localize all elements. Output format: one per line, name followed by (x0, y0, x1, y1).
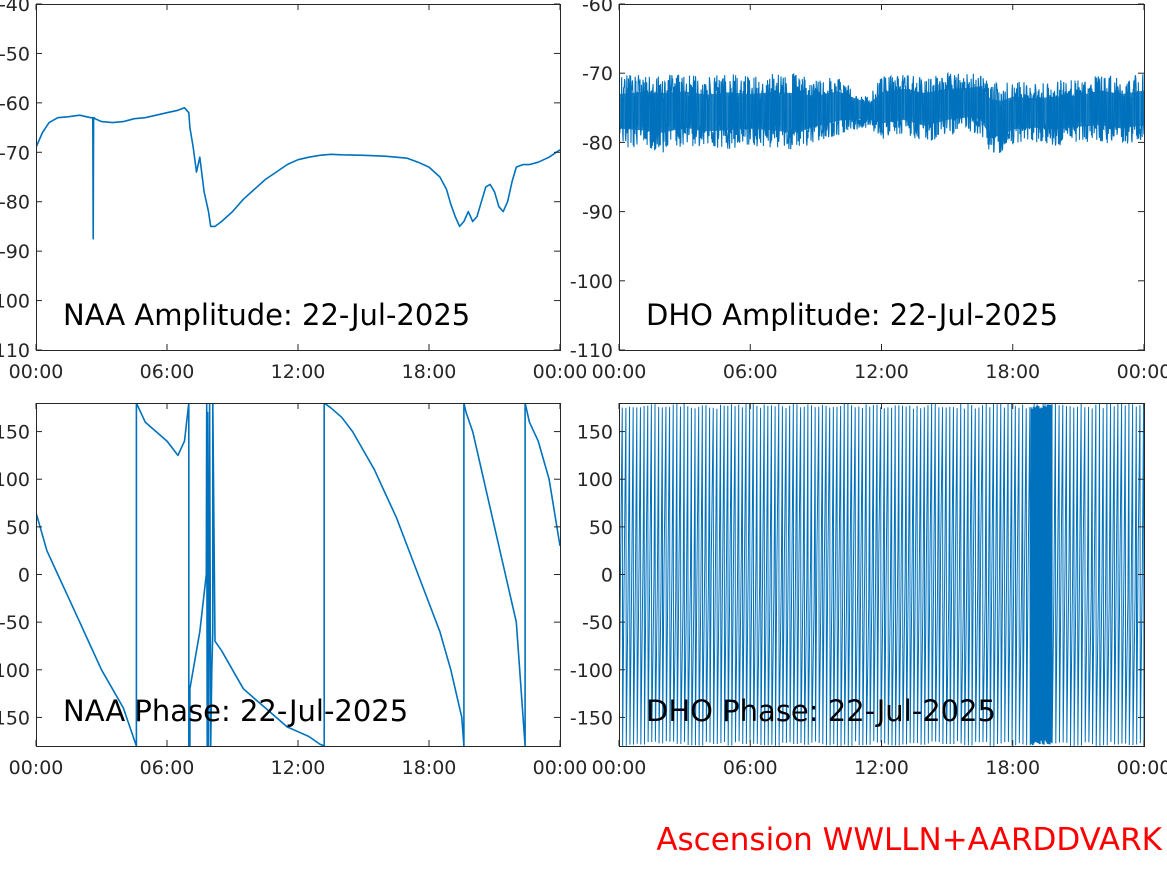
x-tick-label: 06:00 (140, 757, 195, 779)
dho-phase-panel: 00:00 06:00 12:00 18:00 00:00 -150 -100 -50 0 50 1… (570, 403, 1167, 779)
naa-amplitude-panel: 00:0006:0012:0018:0000:00-110-100-90-80-… (0, 0, 587, 383)
x-tick-label: 00:00 (533, 361, 588, 383)
wrapped-phase-trace (619, 403, 1144, 746)
x-tick-label: 00:00 (1117, 361, 1167, 383)
y-tick-label: 150 (0, 422, 30, 444)
y-tick-label: -40 (0, 0, 30, 16)
x-tick-label: 00:00 (9, 361, 64, 383)
y-tick-label: -150 (0, 707, 30, 729)
x-tick-label: 12:00 (271, 757, 326, 779)
x-tick-label: 00:00 (533, 757, 588, 779)
x-tick-label: 12:00 (854, 361, 909, 383)
y-tick-label: 50 (589, 517, 613, 539)
panel-annotation: DHO Phase: 22-Jul-2025 (646, 694, 996, 728)
y-tick-label: 150 (577, 422, 613, 444)
x-tick-label: 00:00 (9, 757, 64, 779)
station-footer-title: Ascension WWLLN+AARDDVARK (656, 822, 1162, 858)
y-tick-label: -90 (582, 202, 613, 224)
x-tick-label: 06:00 (723, 361, 778, 383)
x-tick-label: 18:00 (402, 757, 457, 779)
y-tick-label: -70 (582, 63, 613, 85)
y-tick-label: -90 (0, 241, 30, 263)
x-tick-label: 18:00 (985, 757, 1040, 779)
x-tick-label: 12:00 (854, 757, 909, 779)
x-tick-label: 00:00 (592, 757, 647, 779)
y-tick-label: 0 (18, 565, 30, 587)
y-tick-label: -60 (0, 93, 30, 115)
plot-area (36, 403, 560, 746)
y-tick-label: 100 (577, 469, 613, 491)
x-tick-label: 00:00 (1117, 757, 1167, 779)
y-tick-label: -50 (0, 43, 30, 65)
panel-annotation: NAA Amplitude: 22-Jul-2025 (63, 298, 470, 332)
y-tick-label: -150 (570, 707, 613, 729)
plot-area (619, 71, 1144, 153)
series-line (36, 107, 560, 240)
y-tick-label: -110 (570, 340, 613, 362)
y-tick-label: -50 (0, 612, 30, 634)
panel-annotation: DHO Amplitude: 22-Jul-2025 (646, 298, 1058, 332)
plot-area (36, 107, 560, 240)
y-tick-label: 0 (601, 565, 613, 587)
y-tick-label: -80 (0, 192, 30, 214)
plot-area (619, 403, 1144, 746)
y-tick-label: -60 (582, 0, 613, 16)
x-tick-label: 12:00 (271, 361, 326, 383)
dho-amplitude-panel: 00:00 06:00 12:00 18:00 00:00-110-100-90-80-… (570, 0, 1167, 383)
y-tick-label: -110 (0, 340, 30, 362)
y-tick-label: -100 (0, 291, 30, 313)
y-tick-label: -100 (570, 660, 613, 682)
x-tick-label: 00:00 (592, 361, 647, 383)
series-line (36, 403, 560, 746)
x-tick-label: 18:00 (402, 361, 457, 383)
y-tick-label: 50 (6, 517, 30, 539)
noise-band-core (619, 86, 1144, 138)
panel-annotation: NAA Phase: 22-Jul-2025 (63, 694, 408, 728)
y-tick-label: -100 (0, 660, 30, 682)
x-tick-label: 06:00 (723, 757, 778, 779)
x-tick-label: 06:00 (140, 361, 195, 383)
x-tick-label: 18:00 (985, 361, 1040, 383)
y-tick-label: -100 (570, 271, 613, 293)
y-tick-label: -80 (582, 132, 613, 154)
y-tick-label: -70 (0, 142, 30, 164)
y-tick-label: -50 (582, 612, 613, 634)
naa-phase-panel: 00:00 06:00 12:00 18:00 00:00 -150 -100 -50 0 50 1… (0, 403, 587, 779)
y-tick-label: 100 (0, 469, 30, 491)
